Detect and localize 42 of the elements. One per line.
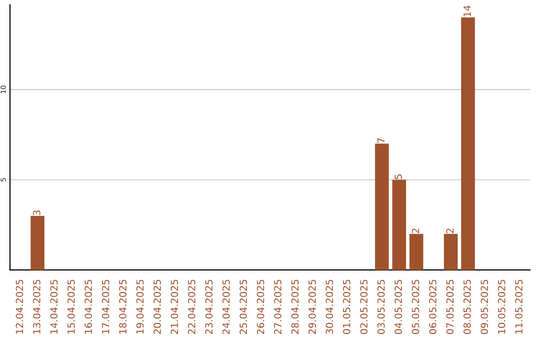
x-tick-label: 11.05.2025 bbox=[515, 280, 522, 334]
x-tick-label: 08.05.2025 bbox=[463, 280, 471, 334]
bar bbox=[392, 180, 406, 270]
x-tick-label: 06.05.2025 bbox=[429, 280, 436, 334]
x-tick-label: 26.04.2025 bbox=[256, 280, 264, 334]
x-tick-label: 22.04.2025 bbox=[188, 280, 196, 334]
x-tick-label: 27.04.2025 bbox=[274, 280, 282, 334]
x-tick-label: 03.05.2025 bbox=[377, 280, 385, 334]
x-tick-label: 21.04.2025 bbox=[170, 280, 178, 334]
x-tick-label: 28.04.2025 bbox=[291, 280, 299, 334]
bar bbox=[30, 216, 44, 270]
data-label: 14 bbox=[464, 6, 471, 16]
bar bbox=[461, 17, 475, 270]
x-tick-label: 01.05.2025 bbox=[342, 280, 350, 334]
x-tick-label: 07.05.2025 bbox=[446, 280, 454, 334]
bar bbox=[444, 234, 458, 270]
x-tick-label: 15.04.2025 bbox=[67, 280, 75, 334]
x-tick-label: 25.04.2025 bbox=[240, 280, 247, 334]
x-tick-label: 20.04.2025 bbox=[154, 280, 161, 334]
data-label: 2 bbox=[446, 228, 454, 234]
x-tick-label: 13.04.2025 bbox=[33, 280, 40, 334]
bar bbox=[409, 234, 424, 270]
data-label: 5 bbox=[394, 174, 402, 180]
x-tick-label: 09.05.2025 bbox=[480, 280, 488, 334]
x-tick-label: 04.05.2025 bbox=[394, 280, 402, 334]
data-label: 7 bbox=[378, 138, 385, 143]
x-tick-label: 10.05.2025 bbox=[498, 280, 506, 334]
x-tick-label: 30.04.2025 bbox=[326, 280, 334, 334]
x-tick-label: 14.04.2025 bbox=[50, 280, 58, 334]
bar bbox=[375, 144, 389, 270]
x-tick-label: 16.04.2025 bbox=[84, 280, 92, 334]
x-tick-label: 02.05.2025 bbox=[360, 280, 368, 334]
x-tick-label: 05.05.2025 bbox=[412, 280, 420, 334]
x-tick-label: 18.04.2025 bbox=[119, 280, 126, 334]
x-tick-label: 12.04.2025 bbox=[16, 280, 24, 334]
x-tick-label: 29.04.2025 bbox=[308, 280, 316, 334]
data-label: 2 bbox=[412, 228, 420, 234]
data-label: 3 bbox=[33, 210, 40, 216]
x-tick-label: 19.04.2025 bbox=[136, 280, 144, 334]
x-tick-label: 24.04.2025 bbox=[222, 280, 230, 334]
x-tick-label: 23.04.2025 bbox=[205, 280, 213, 334]
x-tick-label: 17.04.2025 bbox=[102, 280, 110, 334]
